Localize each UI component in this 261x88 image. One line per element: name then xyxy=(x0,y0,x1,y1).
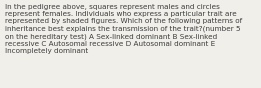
Text: In the pedigree above, squares represent males and circles
represent females. In: In the pedigree above, squares represent… xyxy=(5,4,242,54)
